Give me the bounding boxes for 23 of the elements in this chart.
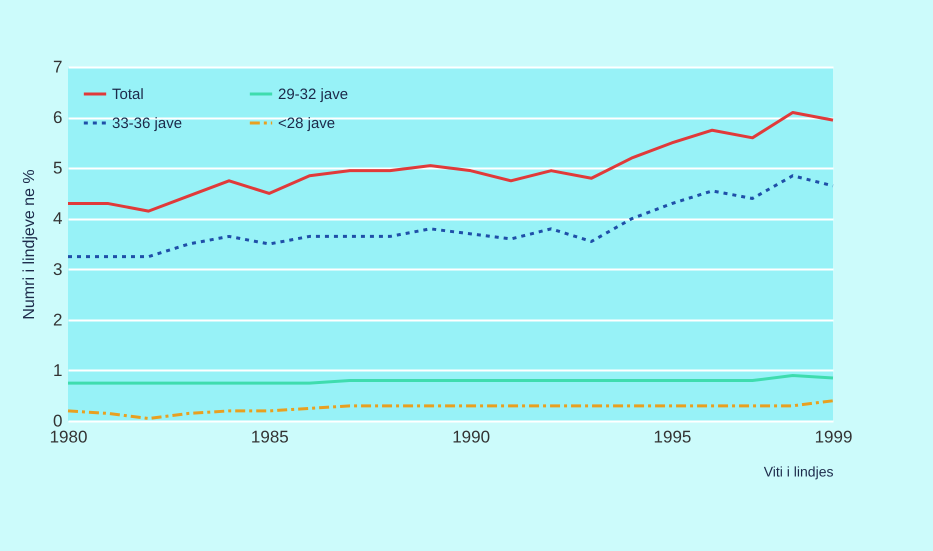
y-tick-label: 7: [53, 58, 62, 76]
y-tick-label: 6: [53, 108, 62, 128]
legend-label: Total: [112, 86, 144, 103]
legend-label: 33-36 jave: [112, 115, 182, 132]
y-tick-label: 1: [53, 360, 62, 380]
legend-label: 29-32 jave: [278, 86, 348, 103]
y-axis-title: Numri i lindjeve ne %: [21, 169, 38, 320]
x-tick-label: 1999: [814, 428, 852, 446]
y-tick-label: 2: [53, 310, 62, 330]
line-series: [66, 174, 834, 258]
x-tick-label: 1995: [654, 428, 692, 446]
y-tick-label: 3: [53, 260, 62, 279]
y-tick-label: 0: [53, 412, 62, 430]
legend-label: <28 jave: [278, 115, 336, 132]
x-axis-title: Viti i lindjes: [764, 464, 834, 480]
x-tick-label: 1980: [50, 428, 88, 446]
y-tick-label: 5: [53, 158, 62, 178]
line-series: [66, 399, 834, 420]
line-series: [66, 374, 834, 385]
y-tick-label: 4: [53, 209, 62, 228]
x-tick-label: 1985: [250, 428, 289, 446]
line-series: [66, 111, 834, 213]
x-tick-label: 1990: [452, 428, 490, 446]
